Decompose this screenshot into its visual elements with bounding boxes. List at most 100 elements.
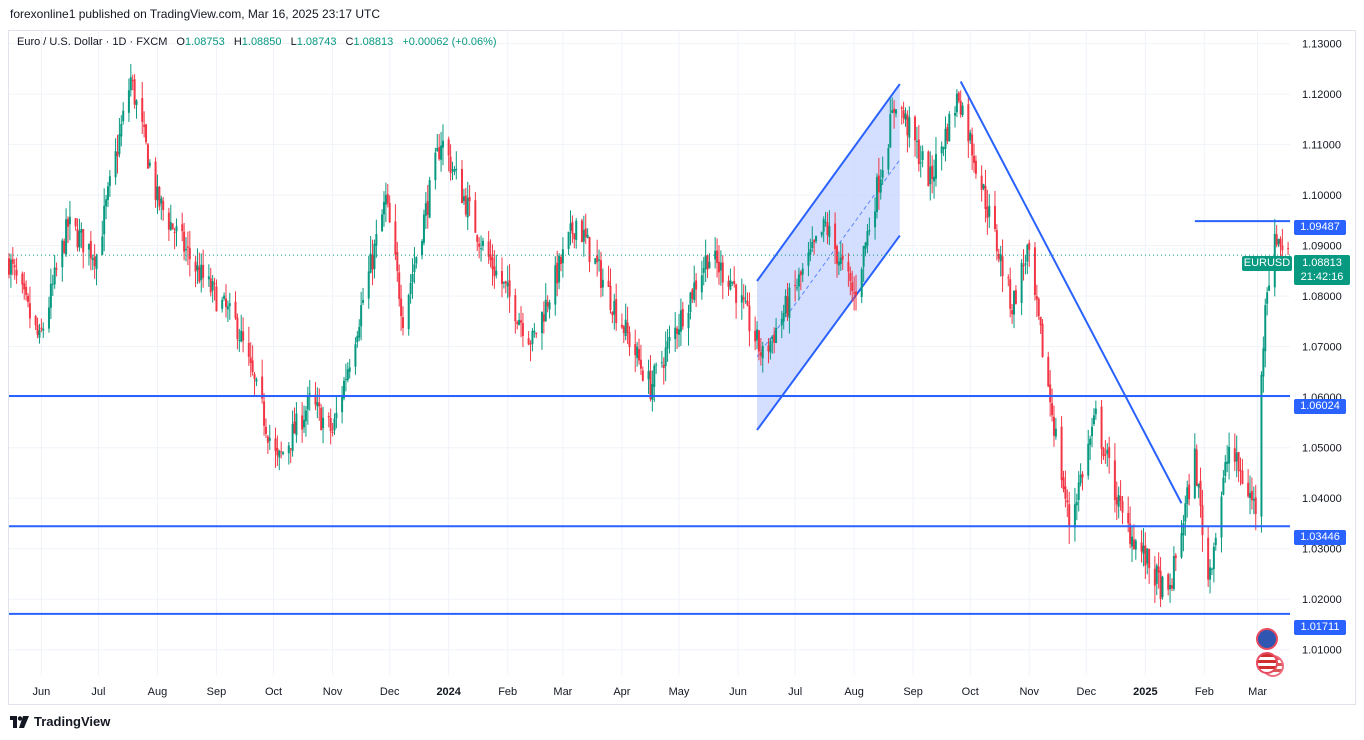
candle-body: [1077, 482, 1080, 501]
candle-body: [773, 334, 776, 343]
candle-body: [571, 221, 574, 234]
candle-body: [1180, 533, 1183, 558]
candle-body: [1013, 290, 1016, 315]
candle-body: [1239, 470, 1242, 472]
candle-body: [1228, 446, 1231, 464]
candle-body: [453, 168, 456, 172]
price-tick-label: 1.13000: [1302, 39, 1342, 51]
candle-body: [653, 365, 656, 387]
price-tick-label: 1.05000: [1302, 443, 1342, 455]
candle-body: [1102, 448, 1105, 457]
candle-body: [1066, 500, 1069, 503]
candle-body: [358, 326, 361, 338]
candle-body: [1047, 356, 1050, 387]
candle-body: [344, 379, 347, 381]
candle-body: [596, 255, 599, 263]
candle-body: [53, 267, 56, 285]
price-tick-label: 1.10000: [1302, 190, 1342, 202]
downtrend-line[interactable]: [959, 81, 1183, 504]
candle-body: [209, 278, 212, 293]
candle-body: [628, 332, 631, 347]
candle-body: [641, 370, 644, 381]
candle-body: [21, 273, 24, 285]
candle-body: [36, 325, 39, 335]
candle-body: [1226, 461, 1229, 465]
candle-body: [261, 376, 264, 399]
price-channel[interactable]: [756, 83, 901, 431]
candle-body: [415, 257, 418, 264]
candle-body: [662, 364, 665, 368]
candle-body: [162, 200, 165, 211]
candle-body: [1022, 265, 1025, 267]
candle-body: [154, 161, 157, 200]
candle-body: [1132, 539, 1135, 550]
candle-body: [23, 283, 26, 290]
candle-body: [1201, 505, 1204, 535]
candle-body: [495, 270, 498, 276]
candle-body: [862, 246, 865, 267]
candle-body: [301, 415, 304, 430]
open-value: 1.08753: [184, 36, 225, 48]
time-axis[interactable]: Jun Jul Aug Sep Oct Nov Dec 2024 Feb Mar Apr May Jun…: [32, 686, 1267, 698]
level-tag-4: 1.01711: [1294, 620, 1346, 635]
price-axis[interactable]: 1.010001.020001.030001.040001.050001.060…: [1302, 39, 1342, 657]
candle-body: [249, 357, 252, 363]
candle-body: [1054, 428, 1057, 437]
candle-body: [971, 134, 974, 156]
candle-body: [1001, 256, 1004, 277]
candle-body: [775, 327, 778, 344]
candle-body: [42, 328, 45, 331]
candle-body: [651, 384, 654, 400]
candle-body: [813, 240, 816, 243]
candle-body: [811, 242, 814, 248]
time-tick-label: 2024: [436, 686, 461, 698]
us-flag-icon[interactable]: [1256, 652, 1278, 674]
candle-body: [520, 320, 523, 323]
time-tick-label: Mar: [553, 686, 572, 698]
candle-body: [915, 140, 918, 142]
candle-body: [1068, 504, 1071, 527]
candle-body: [740, 295, 743, 303]
candle-body: [796, 287, 799, 289]
candle-body: [76, 229, 79, 248]
candle-body: [1039, 316, 1042, 326]
candle-body: [620, 324, 623, 328]
candle-body: [580, 220, 583, 242]
channel-lower-line[interactable]: [756, 234, 901, 431]
candle-body: [74, 218, 77, 227]
candle-body: [1014, 290, 1017, 305]
channel-upper-line[interactable]: [756, 83, 901, 282]
candle-body: [89, 241, 92, 259]
candle-body: [1172, 555, 1175, 590]
candle-body: [1254, 497, 1257, 515]
candle-body: [797, 274, 800, 287]
candle-body: [78, 230, 81, 248]
candle-body: [615, 299, 618, 324]
candle-body: [984, 185, 987, 210]
candle-body: [105, 199, 108, 207]
candle-body: [276, 447, 279, 456]
drawn-lines[interactable]: [9, 81, 1291, 615]
candle-body: [746, 301, 749, 306]
time-tick-label: Feb: [1195, 686, 1214, 698]
candle-body: [441, 140, 444, 148]
candle-body: [314, 394, 317, 405]
candle-body: [584, 228, 587, 238]
candle-body: [91, 258, 94, 261]
tradingview-brand[interactable]: TradingView: [10, 714, 110, 729]
eu-flag-icon[interactable]: [1256, 628, 1278, 650]
candle-body: [986, 206, 989, 218]
candle-body: [1148, 548, 1151, 569]
candle-body: [1127, 512, 1130, 524]
time-tick-label: Dec: [1077, 686, 1097, 698]
channel-mid-line[interactable]: [756, 159, 901, 358]
candle-body: [917, 139, 920, 165]
candle-body: [116, 152, 119, 157]
candle-body: [268, 437, 271, 441]
candle-body: [921, 151, 924, 160]
symbol-title[interactable]: Euro / U.S. Dollar · 1D · FXCM: [17, 36, 168, 48]
tradingview-logo-icon: [10, 715, 29, 728]
candle-body: [141, 98, 144, 122]
candle-body: [1170, 585, 1173, 589]
